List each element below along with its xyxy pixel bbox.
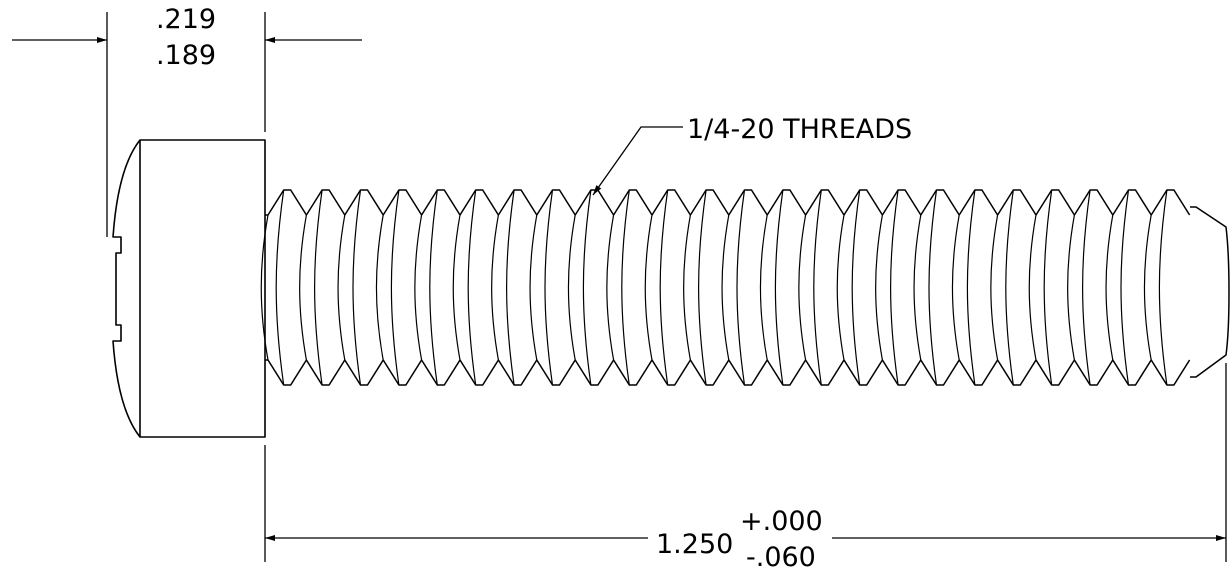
thread-top-edge [265, 189, 1191, 216]
thread-crest-line [429, 189, 438, 386]
thread-root-line [913, 214, 922, 361]
thread-root-line [1105, 214, 1114, 361]
thread-profile [265, 189, 1191, 386]
thread-crest-line [275, 189, 285, 386]
thread-root-line [836, 214, 845, 361]
head-height-upper: .219 [156, 4, 216, 35]
thread-callout-leader [592, 126, 683, 196]
thread-crest-line [1043, 189, 1053, 386]
thread-crest-line [390, 189, 400, 386]
thread-root-line [951, 214, 960, 361]
thread-crest-line [736, 189, 746, 386]
thread-root-line [798, 214, 807, 361]
screw-shank [260, 189, 1230, 386]
thread-root-line [299, 214, 307, 361]
length-dimension [264, 363, 1227, 562]
thread-crest-line [928, 189, 938, 386]
thread-crest-line [1005, 189, 1014, 386]
thread-crest-line [1082, 189, 1091, 386]
thread-root-line [567, 214, 576, 361]
thread-crest-line [506, 189, 515, 386]
thread-root-line [1143, 214, 1152, 361]
thread-root-line [529, 214, 538, 361]
thread-root-line [337, 214, 346, 361]
thread-bottom-edge [265, 359, 1191, 386]
length-minus-tolerance: -.060 [746, 542, 816, 572]
thread-crest-line [698, 189, 707, 386]
thread-root-line [414, 214, 423, 361]
thread-crest-line [1158, 189, 1168, 386]
thread-crest-line [774, 189, 784, 386]
thread-crest-line [890, 189, 899, 386]
thread-crest-line [813, 189, 822, 386]
thread-crest-line [314, 189, 323, 386]
length-plus-tolerance: +.000 [740, 506, 823, 537]
thread-root-line [260, 214, 269, 361]
thread-root-line [990, 214, 999, 361]
thread-root-line [875, 214, 883, 361]
thread-root-line [1067, 214, 1075, 361]
head-height-dimension [12, 12, 362, 237]
head-height-lower: .189 [156, 40, 216, 71]
thread-root-line [644, 214, 653, 361]
thread-crest-line [352, 189, 362, 386]
thread-helix [260, 189, 1168, 386]
screw-tip [1190, 206, 1230, 378]
thread-crest-line [621, 189, 630, 386]
thread-root-line [683, 214, 691, 361]
thread-root-line [1028, 214, 1037, 361]
thread-root-line [491, 214, 499, 361]
screw-head [112, 139, 266, 438]
thread-callout-label: 1/4-20 THREADS [687, 114, 912, 145]
thread-root-line [606, 214, 615, 361]
thread-crest-line [1120, 189, 1130, 386]
thread-crest-line [851, 189, 861, 386]
thread-crest-line [582, 189, 592, 386]
thread-crest-line [467, 189, 477, 386]
length-nominal: 1.250 [656, 529, 733, 560]
thread-root-line [759, 214, 768, 361]
thread-crest-line [544, 189, 554, 386]
thread-root-line [375, 214, 384, 361]
thread-root-line [452, 214, 461, 361]
thread-crest-line [966, 189, 976, 386]
thread-crest-line [659, 189, 669, 386]
thread-root-line [721, 214, 730, 361]
